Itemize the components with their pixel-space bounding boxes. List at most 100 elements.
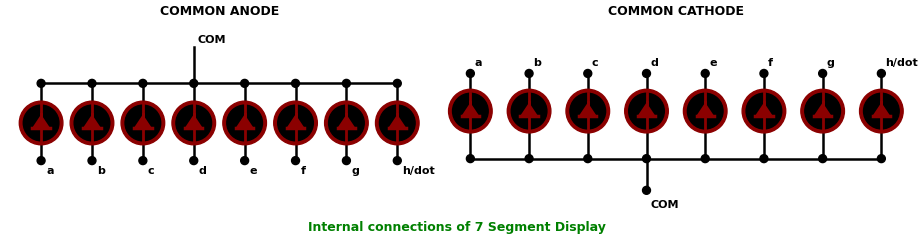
Text: a: a — [46, 166, 53, 175]
Polygon shape — [815, 104, 831, 116]
Circle shape — [526, 155, 533, 163]
Circle shape — [19, 101, 63, 145]
Text: COMMON ANODE: COMMON ANODE — [160, 5, 278, 18]
Circle shape — [394, 157, 401, 165]
Polygon shape — [84, 116, 100, 128]
Polygon shape — [638, 104, 655, 116]
Text: d: d — [199, 166, 207, 175]
Circle shape — [278, 105, 313, 141]
Circle shape — [139, 79, 147, 87]
Circle shape — [643, 69, 650, 77]
Circle shape — [643, 186, 650, 194]
Text: COM: COM — [197, 35, 226, 45]
Text: COM: COM — [650, 200, 679, 210]
Polygon shape — [33, 116, 49, 128]
Circle shape — [878, 69, 885, 77]
Circle shape — [342, 79, 350, 87]
Circle shape — [878, 155, 885, 163]
Circle shape — [70, 101, 113, 145]
Polygon shape — [580, 104, 596, 116]
Circle shape — [23, 105, 59, 141]
Circle shape — [683, 89, 727, 133]
Circle shape — [570, 93, 606, 129]
Circle shape — [328, 105, 364, 141]
Circle shape — [394, 79, 401, 87]
Text: Internal connections of 7 Segment Display: Internal connections of 7 Segment Displa… — [308, 221, 606, 234]
Circle shape — [511, 93, 547, 129]
Circle shape — [139, 157, 147, 165]
Circle shape — [566, 89, 609, 133]
Circle shape — [688, 93, 723, 129]
Circle shape — [342, 157, 350, 165]
Circle shape — [507, 89, 550, 133]
Polygon shape — [135, 116, 151, 128]
Polygon shape — [389, 116, 406, 128]
Text: b: b — [533, 58, 541, 67]
Circle shape — [190, 157, 197, 165]
Circle shape — [274, 101, 317, 145]
Circle shape — [467, 69, 474, 77]
Circle shape — [449, 89, 492, 133]
Text: f: f — [301, 166, 305, 175]
Text: g: g — [351, 166, 360, 175]
Circle shape — [864, 93, 899, 129]
Polygon shape — [521, 104, 538, 116]
Circle shape — [453, 93, 488, 129]
Polygon shape — [462, 104, 479, 116]
Circle shape — [629, 93, 665, 129]
Circle shape — [702, 155, 709, 163]
Circle shape — [325, 101, 368, 145]
Circle shape — [375, 101, 420, 145]
Circle shape — [190, 79, 197, 87]
Circle shape — [625, 89, 668, 133]
Text: f: f — [768, 58, 773, 67]
Circle shape — [742, 89, 786, 133]
Polygon shape — [237, 116, 253, 128]
Polygon shape — [338, 116, 354, 128]
Circle shape — [380, 105, 415, 141]
Polygon shape — [697, 104, 714, 116]
Text: c: c — [148, 166, 155, 175]
Circle shape — [643, 155, 650, 163]
Circle shape — [584, 155, 592, 163]
Circle shape — [291, 79, 300, 87]
Circle shape — [859, 89, 904, 133]
Text: e: e — [250, 166, 257, 175]
Circle shape — [172, 101, 216, 145]
Text: g: g — [827, 58, 834, 67]
Polygon shape — [873, 104, 890, 116]
Circle shape — [121, 101, 165, 145]
Circle shape — [227, 105, 263, 141]
Polygon shape — [185, 116, 202, 128]
Circle shape — [760, 155, 768, 163]
Circle shape — [801, 89, 845, 133]
Circle shape — [37, 157, 45, 165]
Text: h/dot: h/dot — [402, 166, 435, 175]
Circle shape — [584, 69, 592, 77]
Circle shape — [125, 105, 160, 141]
Text: e: e — [709, 58, 716, 67]
Circle shape — [223, 101, 266, 145]
Circle shape — [746, 93, 782, 129]
Circle shape — [88, 157, 96, 165]
Circle shape — [760, 69, 768, 77]
Circle shape — [291, 157, 300, 165]
Text: a: a — [474, 58, 482, 67]
Circle shape — [805, 93, 841, 129]
Circle shape — [176, 105, 211, 141]
Circle shape — [819, 155, 827, 163]
Circle shape — [241, 157, 249, 165]
Circle shape — [241, 79, 249, 87]
Circle shape — [37, 79, 45, 87]
Circle shape — [526, 69, 533, 77]
Text: COMMON CATHODE: COMMON CATHODE — [608, 5, 744, 18]
Circle shape — [467, 155, 474, 163]
Polygon shape — [756, 104, 772, 116]
Text: h/dot: h/dot — [885, 58, 918, 67]
Circle shape — [74, 105, 110, 141]
Text: d: d — [650, 58, 658, 67]
Circle shape — [702, 69, 709, 77]
Text: b: b — [97, 166, 105, 175]
Circle shape — [819, 69, 827, 77]
Polygon shape — [288, 116, 303, 128]
